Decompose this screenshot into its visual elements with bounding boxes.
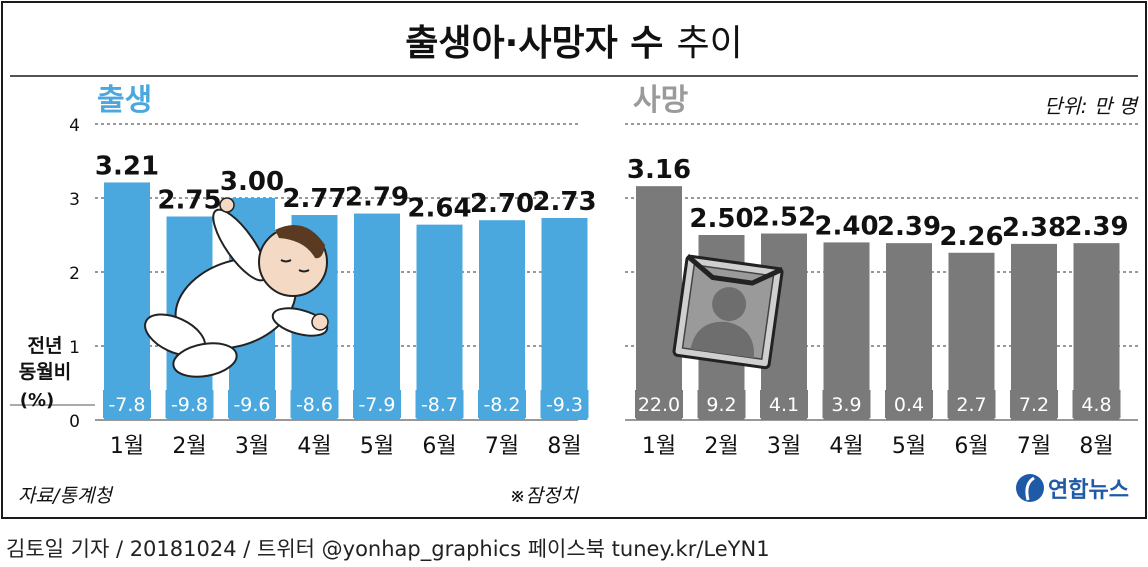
- yonhap-logo-icon: [1016, 474, 1044, 502]
- death-bar: [636, 186, 682, 420]
- birth-yoy-band: [478, 390, 526, 418]
- provisional-note: ※잠정치: [510, 485, 580, 507]
- birth-bar: [541, 217, 588, 420]
- death-value-label: 3.16: [627, 155, 691, 185]
- birth-bar: [104, 182, 150, 420]
- birth-value-label: 2.64: [407, 194, 471, 224]
- death-x-tick-label: 6월: [954, 434, 988, 459]
- death-yoy-label: 0.4: [894, 394, 924, 416]
- birth-x-tick-label: 6월: [422, 434, 456, 459]
- text-layer: 0 1 2 3 4 3.21 -7.8 1월 2.75 -9.8 2월 3.00 -9.6 3월 2.77 -…: [69, 116, 1128, 459]
- birth-x-tick-label: 7월: [485, 434, 519, 459]
- unit-label: 단위: 만 명: [1044, 94, 1140, 118]
- birth-yoy-band: [415, 390, 464, 418]
- birth-bar: [416, 224, 463, 420]
- death-yoy-label: 3.9: [831, 394, 861, 416]
- death-value-label: 2.40: [814, 211, 878, 241]
- birth-value-label: 3.21: [95, 151, 159, 181]
- birth-yoy-label: -7.9: [358, 394, 395, 416]
- yoy-label-line2: 동월비: [19, 361, 71, 383]
- credit-line: 김토일 기자 / 20181024 / 트위터 @yonhap_graphics…: [6, 537, 770, 561]
- birth-x-tick-label: 8월: [547, 434, 581, 459]
- death-yoy-band: [947, 390, 996, 418]
- death-yoy-label: 22.0: [638, 394, 680, 416]
- title-sub: 추이: [676, 23, 742, 64]
- death-x-tick-label: 5월: [892, 434, 926, 459]
- yoy-label-line3: (%): [20, 390, 55, 411]
- logo-text: 연합뉴스: [1048, 477, 1129, 503]
- death-yoy-band: [760, 390, 808, 418]
- death-yoy-band: [885, 390, 933, 418]
- birth-panel-label: 출생: [97, 83, 152, 118]
- source-note: 자료/통계청: [18, 485, 114, 507]
- y-tick-label: 3: [69, 190, 80, 210]
- birth-value-label: 2.73: [532, 187, 596, 217]
- death-yoy-band: [1072, 390, 1121, 418]
- birth-yoy-label: -8.2: [483, 394, 520, 416]
- death-value-label: 2.39: [877, 212, 941, 242]
- death-value-label: 2.38: [1002, 213, 1066, 243]
- y-tick-label: 1: [69, 338, 80, 358]
- birth-yoy-label: -9.8: [171, 394, 208, 416]
- birth-yoy-band: [228, 390, 276, 418]
- death-x-tick-label: 4월: [829, 434, 863, 459]
- birth-yoy-band: [290, 390, 339, 418]
- death-yoy-band: [1010, 390, 1058, 418]
- birth-yoy-label: -9.3: [546, 394, 583, 416]
- death-yoy-band: [635, 390, 683, 418]
- birth-yoy-band: [540, 390, 589, 418]
- death-yoy-label: 7.2: [1019, 394, 1049, 416]
- title-main: 출생아·사망자 수: [405, 23, 663, 64]
- baby-illustration: [144, 197, 329, 378]
- death-value-label: 2.39: [1064, 212, 1128, 242]
- death-yoy-label: 4.8: [1081, 394, 1111, 416]
- birth-value-label: 2.77: [282, 184, 346, 214]
- birth-x-tick-label: 4월: [297, 434, 331, 459]
- birth-yoy-band: [103, 390, 151, 418]
- memorial-portrait-illustration: [672, 253, 784, 370]
- death-yoy-band: [697, 390, 746, 418]
- death-value-label: 2.50: [689, 204, 753, 234]
- birth-bar: [354, 213, 400, 420]
- death-yoy-label: 2.7: [956, 394, 986, 416]
- birth-value-label: 2.70: [470, 189, 534, 219]
- birth-value-label: 2.75: [157, 186, 221, 216]
- birth-x-tick-label: 3월: [235, 434, 269, 459]
- y-tick-label: 4: [69, 116, 80, 136]
- birth-x-tick-label: 2월: [172, 434, 206, 459]
- birth-yoy-label: -9.6: [233, 394, 270, 416]
- birth-yoy-label: -8.6: [296, 394, 333, 416]
- birth-x-tick-label: 1월: [110, 434, 144, 459]
- birth-x-tick-label: 5월: [360, 434, 394, 459]
- chart-title: 출생아·사망자 수 추이: [405, 23, 742, 64]
- death-x-tick-label: 8월: [1079, 434, 1113, 459]
- death-value-label: 2.52: [752, 203, 816, 233]
- birth-yoy-band: [165, 390, 214, 418]
- birth-yoy-label: -8.7: [421, 394, 458, 416]
- death-yoy-label: 9.2: [706, 394, 736, 416]
- y-tick-label: 2: [69, 264, 80, 284]
- birth-yoy-band: [353, 390, 401, 418]
- death-x-tick-label: 2월: [704, 434, 738, 459]
- birth-bar: [479, 220, 525, 420]
- yoy-label-line1: 전년: [28, 335, 63, 357]
- death-yoy-band: [822, 390, 871, 418]
- birth-value-label: 3.00: [220, 167, 284, 197]
- death-panel-label: 사망: [633, 83, 689, 118]
- death-x-tick-label: 7월: [1017, 434, 1051, 459]
- y-tick-label: 0: [69, 412, 80, 432]
- death-x-tick-label: 1월: [642, 434, 676, 459]
- birth-value-label: 2.79: [345, 183, 409, 213]
- death-x-tick-label: 3월: [767, 434, 801, 459]
- yonhap-logo: 연합뉴스: [1016, 474, 1129, 503]
- birth-yoy-label: -7.8: [108, 394, 145, 416]
- death-value-label: 2.26: [939, 222, 1003, 252]
- death-yoy-label: 4.1: [769, 394, 799, 416]
